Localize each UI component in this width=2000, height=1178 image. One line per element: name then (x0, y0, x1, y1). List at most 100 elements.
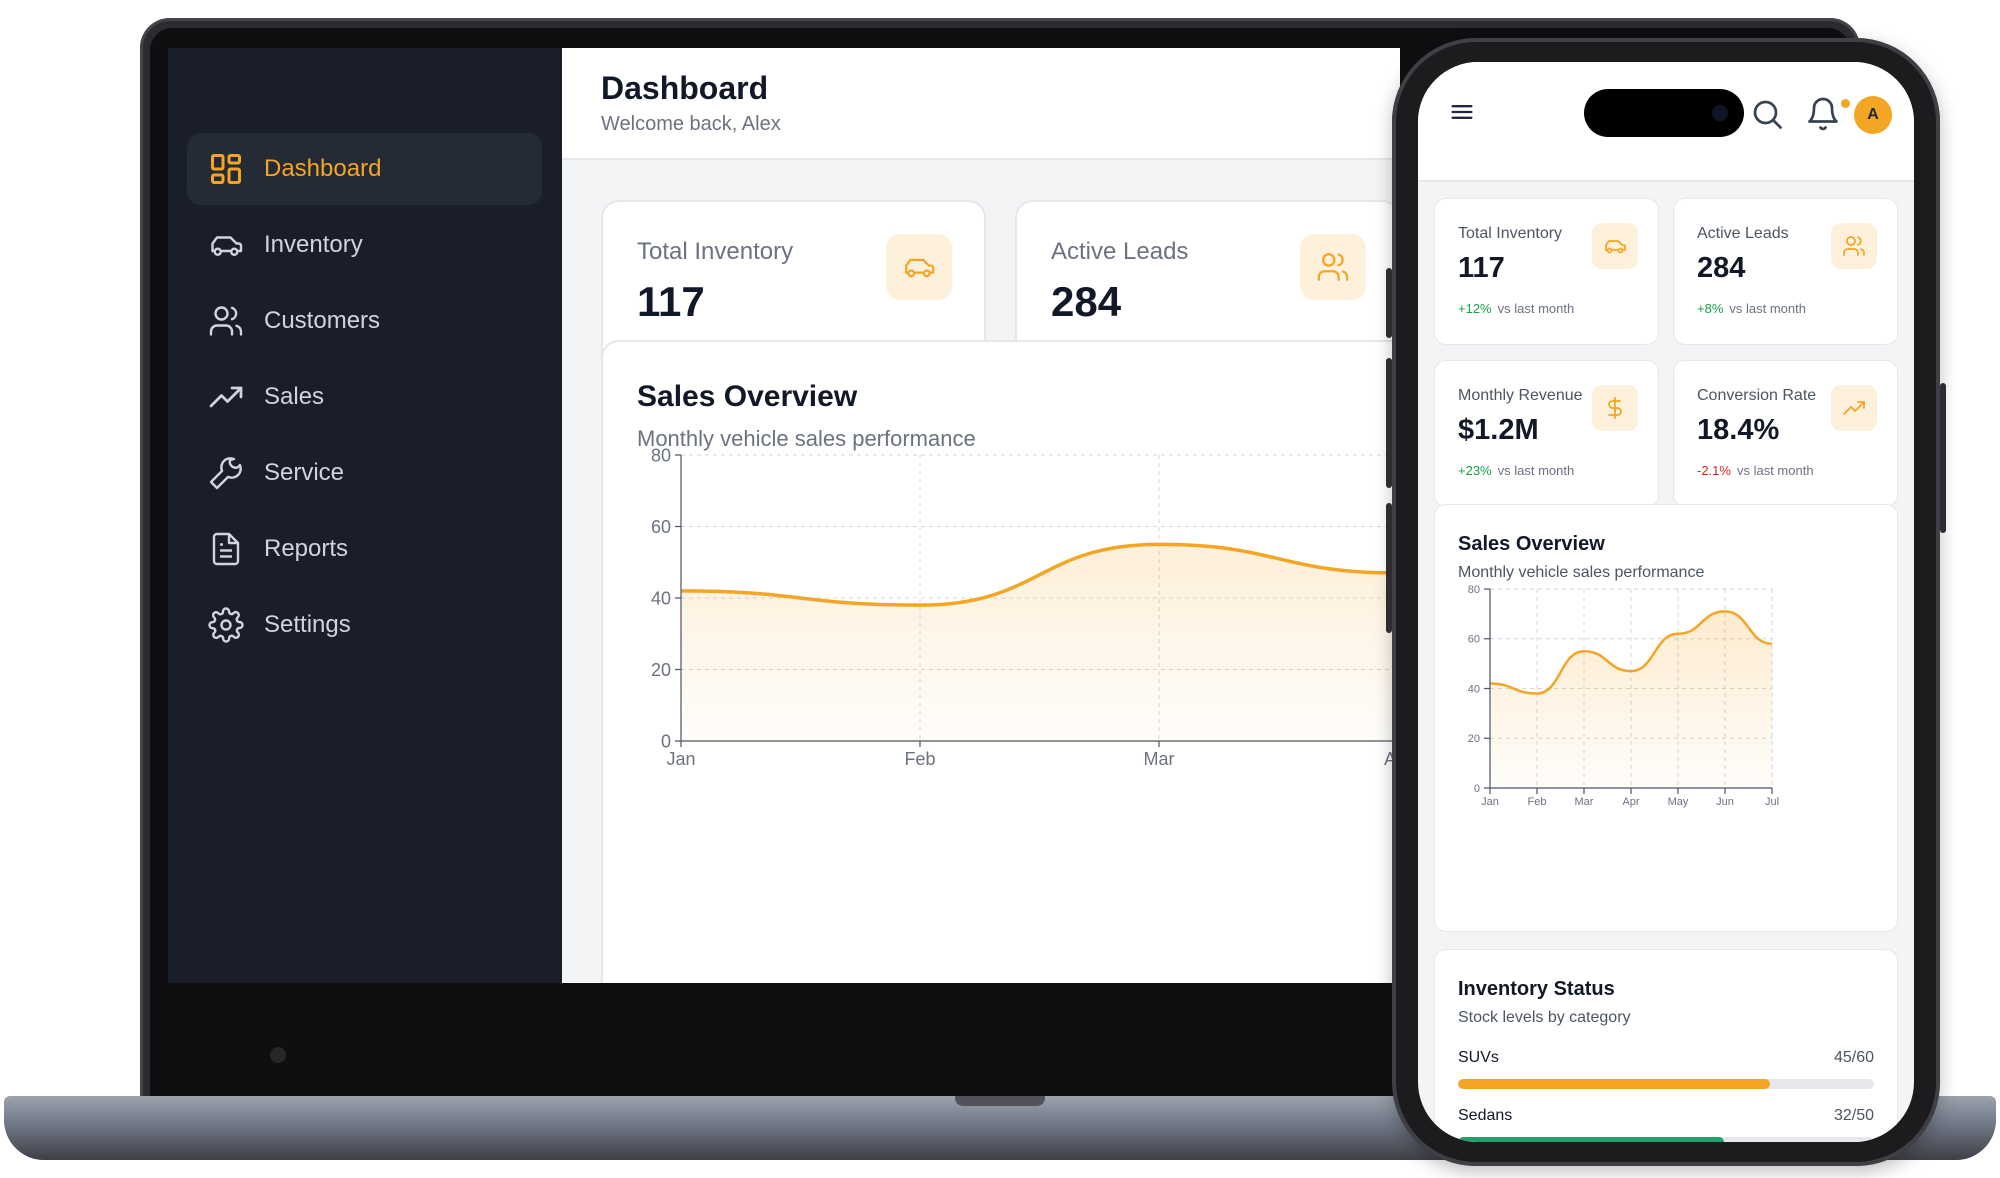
phone-side-button (1386, 268, 1392, 338)
car-icon (905, 258, 935, 278)
sidebar-item-label: Customers (264, 307, 381, 334)
menu-icon[interactable] (1448, 98, 1476, 126)
stat-change-value: +8% (1697, 301, 1724, 316)
bell-icon[interactable] (1805, 96, 1841, 132)
inventory-progress-track (1458, 1137, 1874, 1142)
sidebar-item-label: Reports (264, 535, 349, 562)
y-tick-label: 40 (651, 588, 671, 608)
inventory-progress-fill (1458, 1079, 1770, 1089)
stat-icon-badge (1831, 223, 1877, 269)
stat-value: 18.4% (1697, 414, 1780, 446)
x-tick-label: Jun (1716, 796, 1734, 808)
wrench-icon (209, 457, 242, 490)
x-tick-label: May (1668, 796, 1689, 808)
car-icon (211, 236, 243, 256)
trending-up-icon (209, 386, 243, 408)
webcam (270, 1047, 286, 1063)
x-tick-label: Feb (1528, 796, 1547, 808)
stat-icon-badge (886, 234, 952, 300)
y-tick-label: 40 (1468, 683, 1480, 695)
sidebar-item-inventory[interactable]: Inventory (187, 209, 542, 281)
sidebar: Dashboard Inventory Customers Sales (168, 48, 562, 983)
stat-value: $1.2M (1458, 414, 1539, 446)
y-tick-label: 20 (651, 660, 671, 680)
inventory-row-suvs: SUVs 45/60 (1458, 1049, 1874, 1089)
stat-icon-badge (1831, 385, 1877, 431)
notification-dot (1841, 99, 1850, 108)
y-tick-label: 80 (651, 445, 671, 465)
phone-side-button (1386, 503, 1392, 633)
chart-subtitle: Monthly vehicle sales performance (1458, 564, 1705, 581)
x-tick-label: Jan (666, 749, 695, 769)
series-area (681, 544, 1400, 741)
phone-side-button (1940, 383, 1946, 533)
phone-header: A (1418, 62, 1914, 182)
stat-card-total-inventory[interactable]: Total Inventory 117 +12% vs last month (1434, 198, 1659, 345)
inventory-category: Sedans (1458, 1107, 1513, 1124)
search-icon[interactable] (1749, 96, 1785, 132)
inventory-status-title: Inventory Status (1458, 978, 1615, 1000)
car-icon (1605, 240, 1626, 254)
y-tick-label: 60 (1468, 634, 1480, 646)
stat-card-conversion-rate[interactable]: Conversion Rate 18.4% -2.1% vs last month (1673, 360, 1898, 507)
x-tick-label: Jul (1765, 796, 1779, 808)
avatar[interactable]: A (1854, 96, 1892, 134)
laptop-notch (955, 1096, 1045, 1106)
stat-change-value: +12% (1458, 301, 1492, 316)
users-icon (1843, 236, 1865, 256)
x-tick-label: Jan (1481, 796, 1499, 808)
sidebar-item-sales[interactable]: Sales (187, 361, 542, 433)
chart-title: Sales Overview (637, 380, 858, 413)
stat-label: Conversion Rate (1697, 387, 1817, 404)
stat-icon-badge (1592, 385, 1638, 431)
page-subtitle: Welcome back, Alex (601, 113, 781, 135)
stat-value: 117 (637, 278, 705, 325)
stat-card-active-leads[interactable]: Active Leads 284 +8% vs last month (1673, 198, 1898, 345)
inventory-row-sedans: Sedans 32/50 (1458, 1107, 1874, 1142)
sidebar-item-reports[interactable]: Reports (187, 513, 542, 585)
stat-label: Total Inventory (1458, 225, 1563, 242)
sidebar-item-label: Service (264, 459, 345, 486)
stat-change-suffix: vs last month (1729, 301, 1806, 316)
users-icon (1317, 253, 1349, 281)
users-icon (209, 306, 243, 336)
stat-card-monthly-revenue[interactable]: Monthly Revenue $1.2M +23% vs last month (1434, 360, 1659, 507)
series-line (1490, 610, 1773, 695)
x-tick-label: Apr (1622, 796, 1639, 808)
stat-value: 284 (1051, 278, 1122, 325)
inventory-status-subtitle: Stock levels by category (1458, 1009, 1631, 1026)
dollar-icon (1608, 397, 1622, 419)
page-title: Dashboard (601, 70, 769, 106)
stat-change-value: +23% (1458, 463, 1492, 478)
inventory-progress-fill (1458, 1137, 1725, 1142)
sidebar-item-label: Settings (264, 611, 351, 638)
laptop-screen: Dashboard Inventory Customers Sales (168, 48, 1400, 983)
page-header: Dashboard Welcome back, Alex (562, 48, 1400, 160)
stat-label: Active Leads (1051, 238, 1189, 265)
stat-icon-badge (1300, 234, 1366, 300)
x-tick-label: Mar (1144, 749, 1175, 769)
phone-side-button (1386, 358, 1392, 488)
stat-change-suffix: vs last month (1497, 301, 1575, 316)
sidebar-item-dashboard[interactable]: Dashboard (187, 133, 542, 205)
sales-overview-card: Sales Overview Monthly vehicle sales per… (1434, 504, 1898, 932)
gear-icon (208, 607, 244, 643)
y-tick-label: 0 (1474, 783, 1480, 795)
stat-change: +8% vs last month (1697, 301, 1897, 316)
sales-overview-card: Sales Overview Monthly vehicle sales per… (601, 340, 1400, 983)
sidebar-item-service[interactable]: Service (187, 437, 542, 509)
y-tick-label: 60 (651, 517, 671, 537)
stat-value: 117 (1458, 252, 1505, 284)
stat-change-suffix: vs last month (1497, 463, 1575, 478)
sidebar-item-settings[interactable]: Settings (187, 589, 542, 661)
trending-up-icon (1843, 401, 1865, 415)
sidebar-item-label: Sales (264, 383, 325, 410)
file-text-icon (212, 532, 240, 566)
series-area (1490, 611, 1772, 788)
stat-change: +23% vs last month (1458, 463, 1658, 478)
sidebar-item-customers[interactable]: Customers (187, 285, 542, 357)
y-tick-label: 0 (661, 731, 671, 751)
stat-label: Monthly Revenue (1458, 387, 1583, 404)
grid-icon (211, 154, 241, 184)
